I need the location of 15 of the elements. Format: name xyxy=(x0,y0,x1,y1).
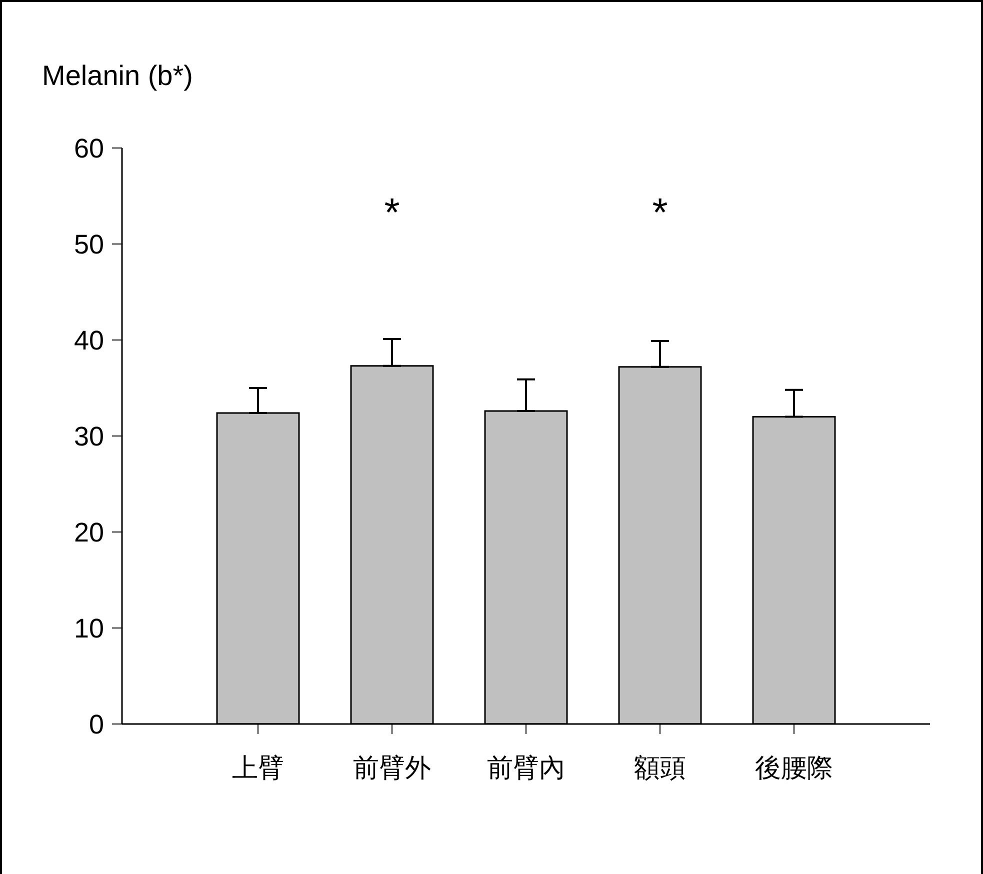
y-tick-label: 60 xyxy=(74,134,104,164)
y-tick-label: 40 xyxy=(74,326,104,356)
annotation: * xyxy=(652,191,668,235)
y-tick-label: 10 xyxy=(74,614,104,644)
y-tick-label: 50 xyxy=(74,230,104,260)
y-tick-label: 20 xyxy=(74,518,104,548)
x-tick-label: 後腰際 xyxy=(755,753,833,784)
x-tick-label: 前臂外 xyxy=(353,753,431,784)
y-tick-label: 30 xyxy=(74,422,104,452)
chart-title: Melanin (b*) xyxy=(42,60,193,92)
y-tick-label: 0 xyxy=(88,710,104,740)
annotation: * xyxy=(384,191,400,235)
x-tick-label: 上臂 xyxy=(232,753,284,784)
x-tick-label: 前臂內 xyxy=(487,753,565,784)
x-tick-label: 額頭 xyxy=(634,753,686,784)
